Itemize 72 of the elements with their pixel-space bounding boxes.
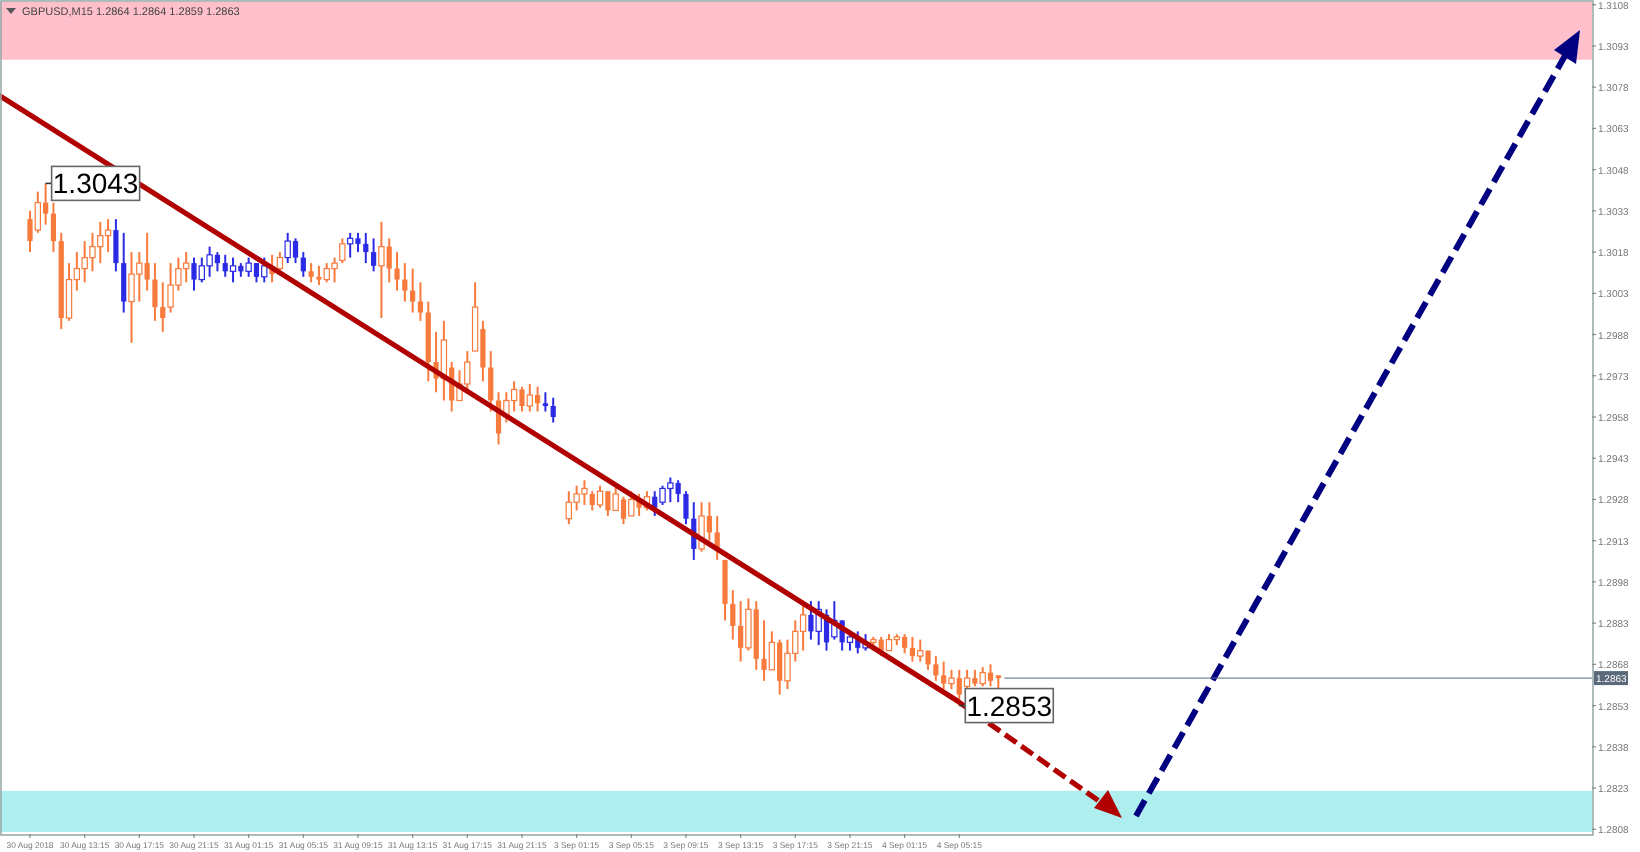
candlestick [182,251,190,284]
candlestick [761,619,767,682]
candlestick [371,237,377,273]
candlestick [628,490,635,517]
candlestick [410,267,416,314]
candlestick [987,663,994,688]
candlestick [346,231,354,259]
candlestick [245,256,252,278]
candlestick [589,490,595,512]
candlestick [605,490,611,517]
candlestick [191,256,197,292]
candlestick [917,638,924,663]
candlestick [323,262,330,284]
candlestick [378,220,385,320]
candlestick [510,380,518,413]
candlestick [284,231,291,265]
candlestick [355,231,361,254]
candlestick [738,600,744,663]
candlestick [722,558,728,622]
candlestick [300,251,306,278]
candlestick [50,201,57,254]
annotation: 1.2853 [966,689,1053,722]
candlestick [542,391,548,413]
candlestick [706,501,712,542]
candlestick [394,251,400,292]
candlestick [799,600,807,652]
candlestick [308,262,314,284]
candlestick [104,218,112,254]
candlestick [253,262,260,284]
candlestick [667,476,674,504]
candlestick [160,281,166,333]
candlestick [152,262,158,322]
candlestick [206,245,213,278]
candlestick [777,638,783,696]
candlestick [933,655,939,682]
candlestick [909,635,916,663]
candlestick [488,350,494,413]
candlestick [229,256,237,284]
candlestick [316,264,322,287]
candlestick [519,385,525,413]
candlestick [222,253,228,278]
candlestick [214,251,221,273]
candlestick [941,660,947,691]
candlestick [27,209,33,254]
candlestick [97,220,104,265]
candlestick [113,218,119,273]
candlestick [956,668,962,707]
candlestick [534,385,541,413]
candlestick [902,633,908,655]
candlestick [292,237,299,265]
candlestick [526,383,533,413]
candlestick [144,231,150,292]
candlestick [402,262,408,303]
candlestick [34,190,42,234]
candlestick [620,495,627,526]
candlestick [808,600,814,641]
candlestick [386,237,392,284]
candlestick [121,231,127,314]
candlestick [581,479,588,506]
candlestick [565,490,573,526]
candlestick [550,396,556,424]
candlestick [675,479,681,504]
candlestick [363,231,369,265]
candlestick [198,256,205,284]
candlestick [417,281,424,322]
candlestick [81,240,88,284]
candlestick [596,484,604,509]
candlestick [730,589,736,641]
candlestick [464,350,471,394]
annotation: 1.3043 [52,167,139,200]
candlestick [683,490,689,526]
candlestick [128,251,135,344]
